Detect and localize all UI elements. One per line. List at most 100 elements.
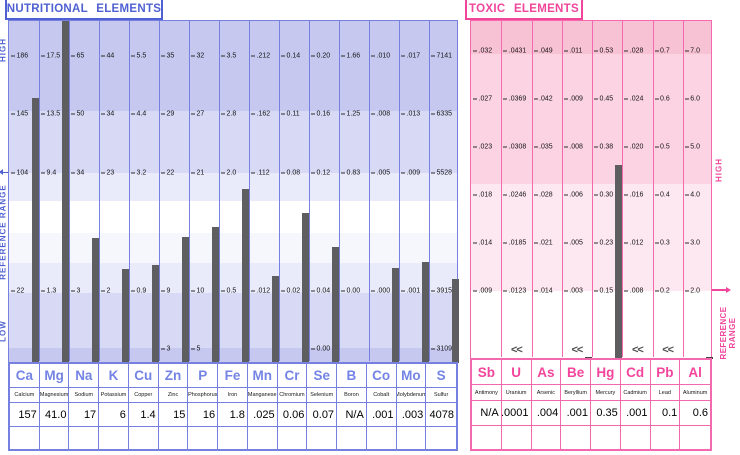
nutritional-reference-arrow-icon	[0, 168, 3, 175]
axis-tick: 5.0	[684, 144, 700, 151]
axis-tick: .0123	[503, 288, 526, 295]
tick-label: 10	[196, 287, 205, 295]
tick-label: .003	[569, 287, 583, 295]
tick-dash-icon	[101, 55, 105, 57]
tick-dash-icon	[161, 113, 165, 115]
axis-tick: .012	[624, 240, 643, 247]
axis-tick: .012	[251, 288, 270, 295]
tick-dash-icon	[654, 50, 659, 52]
tick-dash-icon	[71, 113, 75, 115]
axis-tick: .016	[624, 192, 643, 199]
axis-tick: 1.3	[41, 288, 56, 295]
axis-tick: 5	[191, 346, 200, 353]
empty-cell	[40, 427, 70, 449]
tick-label: 0.12	[316, 169, 331, 177]
tick-label: .0246	[508, 191, 527, 199]
axis-tick: 65	[71, 53, 84, 60]
tick-dash-icon	[371, 172, 375, 174]
tick-label: 3.5	[226, 52, 237, 60]
axis-tick: 9	[161, 288, 170, 295]
axis-tick: .005	[563, 240, 583, 247]
element-name-fe: Iron	[218, 388, 248, 403]
element-value-as: .004	[531, 401, 562, 426]
tick-label: 4.0	[690, 191, 700, 199]
tick-dash-icon	[101, 290, 105, 292]
element-symbol-ca: Ca	[10, 364, 40, 388]
tick-label: 13.5	[46, 110, 61, 118]
axis-tick: 7141	[431, 53, 452, 60]
axis-tick: 22	[161, 170, 174, 177]
axis-tick: 4.4	[131, 111, 146, 118]
element-name-na: Sodium	[69, 388, 100, 403]
element-value-hg: 0.35	[591, 401, 621, 426]
tick-label: 0.08	[286, 169, 301, 177]
axis-tick: 3	[161, 346, 170, 353]
tick-dash-icon	[624, 290, 629, 292]
element-name-sb: Antimony	[472, 385, 502, 401]
axis-tick: 0.53	[594, 48, 613, 55]
tick-label: .021	[539, 239, 553, 247]
axis-tick: .0369	[503, 96, 526, 103]
tick-label: .012	[256, 287, 271, 295]
axis-tick: 3109	[431, 346, 452, 353]
axis-tick: 2.0	[221, 170, 236, 177]
tick-dash-icon	[191, 348, 195, 350]
tick-label: 5.5	[136, 52, 147, 60]
element-value-k: 6	[99, 403, 129, 427]
tick-label: 0.9	[136, 287, 147, 295]
axis-tick: 0.9	[131, 288, 146, 295]
element-value-na: 17	[69, 403, 100, 427]
element-value-zn: 15	[158, 403, 189, 427]
tick-dash-icon	[624, 50, 629, 52]
element-name-k: Potassium	[99, 388, 129, 403]
tick-dash-icon	[563, 194, 568, 196]
tick-label: 0.04	[316, 287, 331, 295]
tick-label: 22	[166, 169, 175, 177]
tick-label: .010	[376, 52, 391, 60]
axis-tick: 0.30	[594, 192, 613, 199]
tick-dash-icon	[41, 55, 45, 57]
empty-cell	[651, 426, 681, 449]
element-name-b: Boron	[337, 388, 367, 403]
element-column-mn	[249, 21, 280, 361]
axis-tick: 0.38	[594, 144, 613, 151]
element-column-al	[683, 21, 713, 357]
element-symbol-sb: Sb	[472, 360, 502, 385]
axis-tick: 0.2	[654, 288, 670, 295]
axis-tick: 0.23	[594, 240, 613, 247]
element-column-p	[189, 21, 220, 361]
axis-tick: .162	[251, 111, 270, 118]
tick-dash-icon	[341, 55, 345, 57]
tick-dash-icon	[41, 113, 45, 115]
tick-label: 0.00	[316, 345, 331, 353]
tick-label: .020	[629, 143, 644, 151]
tick-label: 0.16	[316, 110, 331, 118]
element-value-cr: 0.06	[277, 403, 308, 427]
element-value-cu: 1.4	[128, 403, 159, 427]
element-value-ca: 157	[10, 403, 40, 427]
axis-tick: 6335	[431, 111, 452, 118]
tick-dash-icon	[503, 242, 508, 244]
axis-tick: 0.11	[281, 111, 300, 118]
tick-dash-icon	[341, 113, 345, 115]
tick-dash-icon	[371, 290, 375, 292]
element-column-sb	[471, 21, 503, 357]
element-name-se: Selenium	[307, 388, 338, 403]
tick-dash-icon	[191, 55, 195, 57]
nutritional-reference-arrow-line	[1, 171, 8, 173]
element-symbol-co: Co	[366, 364, 397, 388]
axis-tick: 32	[191, 53, 204, 60]
tick-dash-icon	[281, 113, 285, 115]
tick-dash-icon	[251, 172, 255, 174]
tick-label: .162	[256, 110, 271, 118]
tick-label: 3915	[436, 287, 453, 295]
tick-dash-icon	[11, 55, 15, 57]
empty-cell	[159, 427, 189, 449]
tick-dash-icon	[311, 172, 315, 174]
tick-dash-icon	[221, 290, 225, 292]
measured-value-bar-co	[392, 267, 399, 363]
tick-label: .035	[539, 143, 553, 151]
axis-tick: 10	[191, 288, 204, 295]
tick-dash-icon	[401, 290, 405, 292]
tick-label: .112	[256, 169, 270, 177]
